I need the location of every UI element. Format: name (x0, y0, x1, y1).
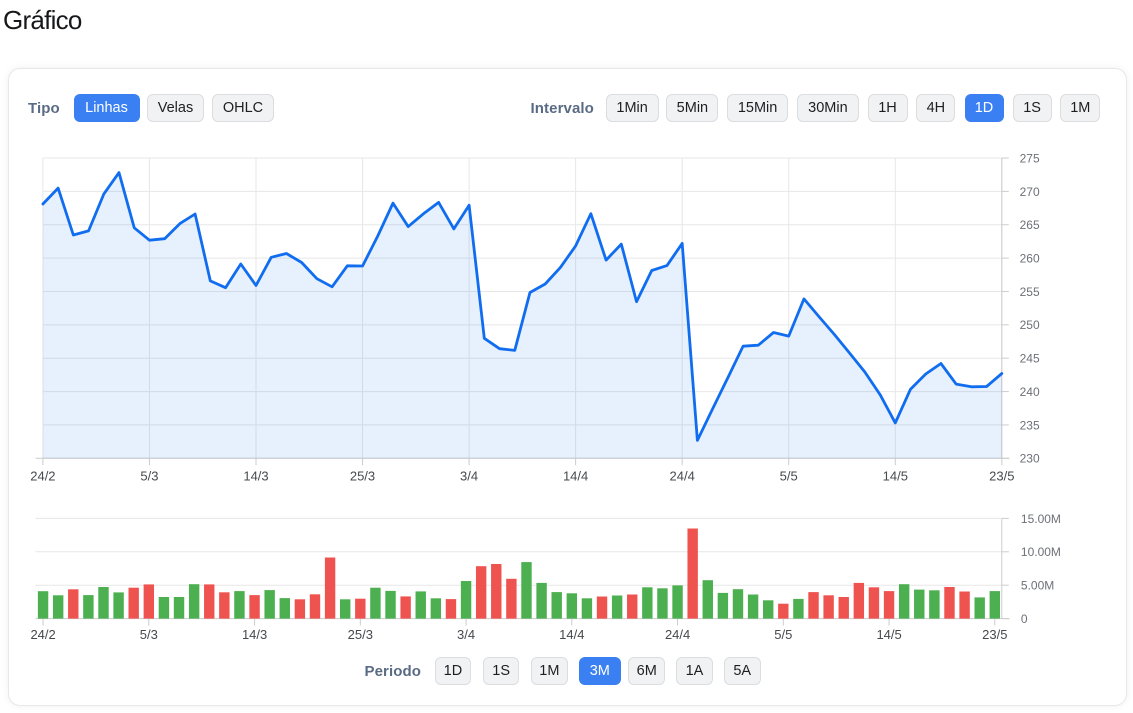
svg-text:240: 240 (1020, 385, 1040, 399)
svg-text:5/5: 5/5 (780, 469, 798, 484)
svg-text:275: 275 (1020, 151, 1040, 165)
svg-text:5/5: 5/5 (774, 627, 792, 642)
svg-text:14/4: 14/4 (559, 627, 584, 642)
svg-text:250: 250 (1020, 318, 1040, 332)
svg-text:10.00M: 10.00M (1021, 545, 1061, 559)
svg-text:14/4: 14/4 (563, 469, 588, 484)
svg-text:23/5: 23/5 (989, 469, 1014, 484)
svg-text:24/4: 24/4 (665, 627, 690, 642)
svg-text:14/5: 14/5 (876, 627, 901, 642)
svg-text:24/2: 24/2 (30, 469, 55, 484)
svg-text:14/3: 14/3 (242, 627, 267, 642)
svg-text:23/5: 23/5 (982, 627, 1007, 642)
svg-text:25/3: 25/3 (350, 469, 375, 484)
svg-text:265: 265 (1020, 218, 1040, 232)
svg-text:24/4: 24/4 (670, 469, 695, 484)
svg-text:260: 260 (1020, 252, 1040, 266)
svg-text:3/4: 3/4 (457, 627, 475, 642)
svg-text:230: 230 (1020, 452, 1040, 466)
svg-text:14/3: 14/3 (243, 469, 268, 484)
svg-text:5.00M: 5.00M (1021, 579, 1054, 593)
svg-text:24/2: 24/2 (30, 627, 55, 642)
svg-text:15.00M: 15.00M (1021, 512, 1061, 526)
svg-text:5/3: 5/3 (140, 627, 158, 642)
svg-text:25/3: 25/3 (348, 627, 373, 642)
svg-text:5/3: 5/3 (140, 469, 158, 484)
svg-text:0: 0 (1021, 612, 1028, 626)
svg-text:14/5: 14/5 (883, 469, 908, 484)
svg-text:245: 245 (1020, 352, 1040, 366)
svg-text:235: 235 (1020, 418, 1040, 432)
svg-text:270: 270 (1020, 185, 1040, 199)
svg-text:255: 255 (1020, 285, 1040, 299)
svg-text:3/4: 3/4 (460, 469, 478, 484)
